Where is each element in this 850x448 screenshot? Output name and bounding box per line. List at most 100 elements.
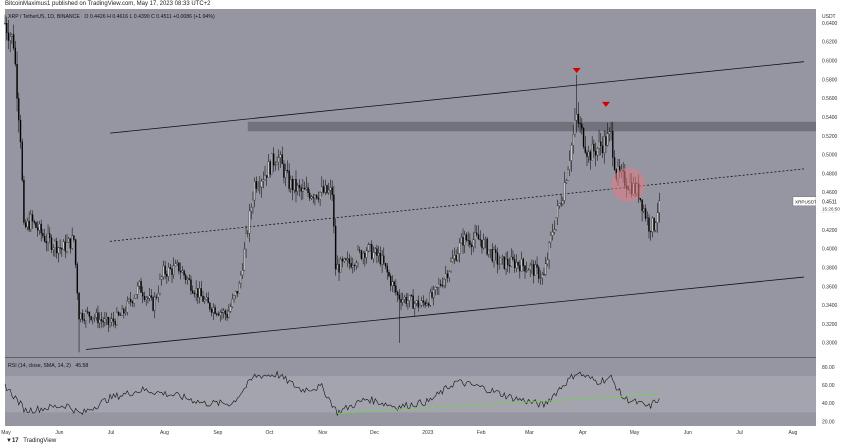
candle-body	[510, 256, 512, 267]
candle-body	[420, 300, 423, 306]
candle-body	[520, 258, 523, 272]
candle-body	[584, 146, 586, 153]
time-tick-label: Jun	[55, 430, 63, 436]
candle-body	[482, 239, 485, 249]
candle	[445, 265, 447, 288]
candle-body	[7, 32, 10, 41]
candle-body	[321, 186, 323, 193]
candle	[655, 220, 657, 233]
candle	[359, 246, 361, 254]
candle-body	[427, 303, 430, 306]
candle	[426, 298, 428, 307]
candle-body	[55, 240, 58, 254]
candle	[531, 259, 533, 274]
candle-body	[408, 295, 411, 301]
candle	[398, 289, 401, 343]
candle-body	[80, 313, 82, 320]
candle	[283, 160, 285, 184]
candle-body	[355, 262, 357, 267]
candle-body	[403, 297, 406, 300]
candle	[579, 116, 581, 133]
candle-body	[235, 291, 237, 296]
candle-body	[9, 36, 11, 41]
candle	[600, 132, 602, 156]
candle	[136, 282, 139, 299]
candle	[24, 219, 27, 229]
candle	[653, 217, 655, 233]
candle	[188, 274, 190, 281]
candle	[119, 312, 122, 316]
candle-body	[117, 312, 120, 316]
candle	[281, 146, 283, 165]
candle	[517, 261, 519, 270]
candle-body	[391, 281, 394, 286]
candle	[16, 51, 18, 112]
candle-body	[253, 181, 256, 201]
candle-body	[359, 249, 361, 251]
candle-body	[453, 255, 456, 259]
candle	[74, 238, 77, 268]
candle	[12, 24, 15, 51]
candle	[169, 263, 171, 270]
candle	[33, 219, 35, 225]
candle	[644, 204, 647, 222]
candle	[300, 184, 302, 201]
candle-body	[186, 278, 189, 280]
candle	[427, 301, 430, 308]
candle-body	[100, 319, 103, 321]
candle	[481, 239, 483, 254]
candle-body	[164, 265, 166, 275]
candle-body	[128, 299, 130, 302]
candle-body	[429, 292, 432, 306]
candle-body	[377, 253, 380, 256]
candle	[317, 191, 320, 203]
candle	[248, 203, 251, 243]
candle-body	[572, 134, 574, 146]
time-axis[interactable]	[0, 426, 850, 437]
rsi-series	[4, 370, 660, 416]
candle	[500, 257, 502, 265]
candle-body	[24, 222, 27, 228]
tradingview-chart[interactable]: 0.6400 0.6200 0.6000 0.5800 0.5600 0.5400 0.52…	[0, 9, 850, 437]
candle-body	[383, 255, 385, 264]
candle-body	[309, 192, 311, 199]
candle-body	[346, 258, 349, 261]
candle	[541, 272, 543, 285]
candle	[588, 145, 590, 163]
candle-body	[603, 136, 605, 154]
candle	[226, 309, 228, 322]
candle	[360, 249, 363, 261]
candle-body	[417, 300, 419, 308]
time-tick-label: Apr	[579, 430, 587, 436]
candle	[76, 262, 79, 300]
candle-body	[367, 244, 370, 252]
candle	[605, 131, 607, 154]
candle-body	[233, 295, 235, 300]
candle	[565, 178, 568, 184]
candle-body	[284, 170, 287, 178]
candle-body	[105, 317, 108, 319]
candle	[639, 198, 642, 202]
candle	[245, 225, 247, 259]
current-price-label[interactable]: XRPUSDT 0.4511 15:26:50	[792, 196, 850, 213]
candle	[26, 217, 29, 231]
candle-body	[610, 131, 612, 133]
price-axis[interactable]	[816, 9, 850, 426]
candle	[510, 248, 512, 268]
candle-body	[205, 297, 208, 300]
candle	[126, 296, 128, 316]
candle	[222, 308, 225, 319]
candle-body	[441, 285, 444, 287]
candle	[121, 305, 123, 316]
candle-body	[247, 233, 249, 234]
candle-body	[193, 292, 196, 295]
price-pane[interactable]	[5, 9, 816, 357]
candle-body	[114, 321, 116, 325]
candle-body	[240, 274, 242, 284]
candle-body	[159, 279, 161, 294]
candle-body	[596, 148, 599, 156]
time-tick-label: Dec	[370, 430, 379, 436]
candle-body	[422, 300, 425, 303]
rsi-tick-label: 80.00	[822, 365, 835, 371]
price-tick-label: 0.4200	[822, 228, 838, 234]
